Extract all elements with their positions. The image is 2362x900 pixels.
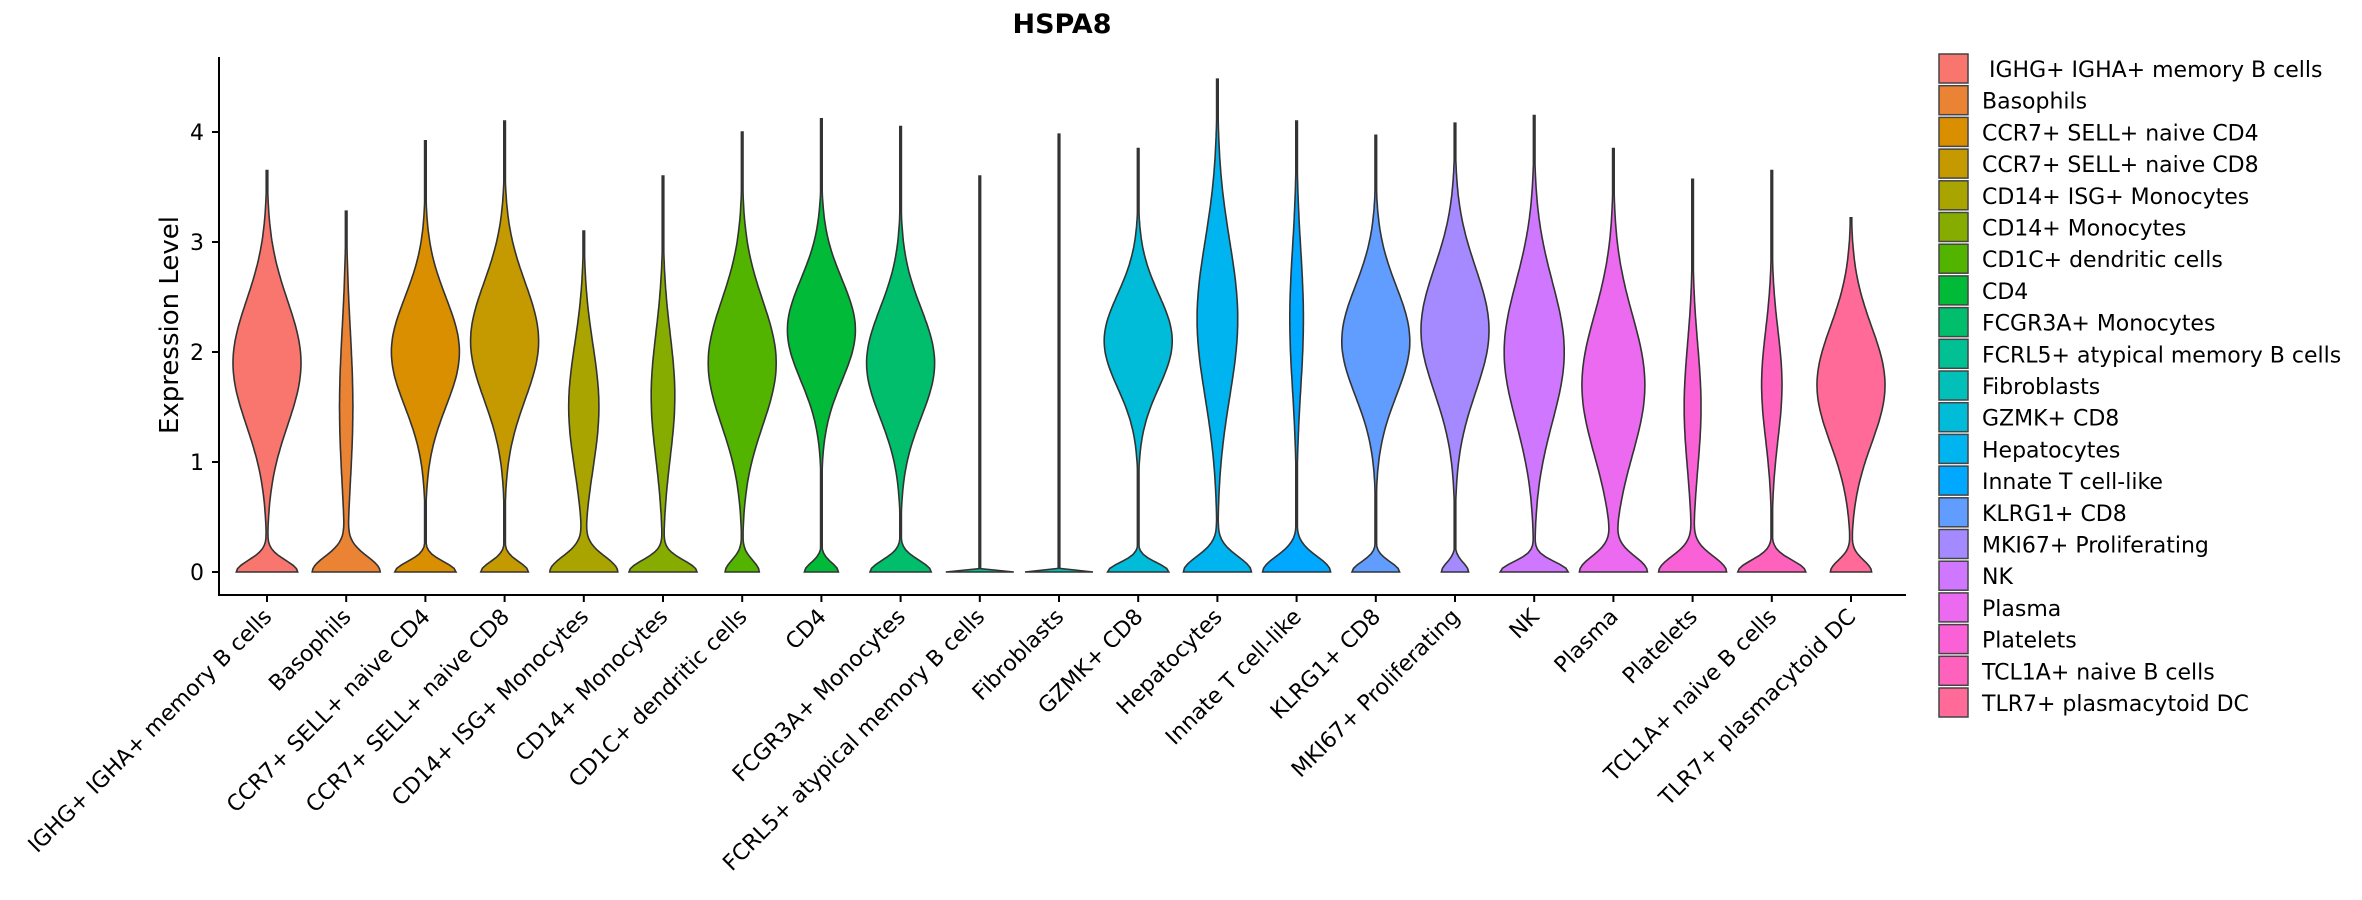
legend-label: CD14+ ISG+ Monocytes <box>1982 185 2249 210</box>
violin-13 <box>1261 120 1332 573</box>
legend-key <box>1938 528 1969 560</box>
legend-label: Basophils <box>1982 90 2087 115</box>
violin-5 <box>627 175 699 573</box>
legend-label: CCR7+ SELL+ naive CD4 <box>1982 121 2259 146</box>
violin-17 <box>1578 147 1649 573</box>
violin-9 <box>945 175 1014 573</box>
violin-20 <box>1816 217 1886 573</box>
x-tick-label: Plasma <box>1550 605 1624 679</box>
legend-label: TCL1A+ naive B cells <box>1981 660 2215 685</box>
violin-18 <box>1657 178 1728 573</box>
legend-label: Innate T cell-like <box>1982 470 2163 495</box>
y-tick-label: 0 <box>190 561 204 586</box>
violin-7 <box>786 118 857 573</box>
violins <box>232 78 1886 573</box>
violin-6 <box>707 131 778 573</box>
legend-key <box>1938 211 1969 243</box>
legend-label: FCRL5+ atypical memory B cells <box>1982 343 2341 368</box>
y-tick-label: 4 <box>190 121 204 146</box>
legend-key <box>1938 401 1969 433</box>
y-tick-label: 1 <box>190 451 204 476</box>
legend-key <box>1938 623 1969 655</box>
violin-1 <box>311 210 382 573</box>
violin-12 <box>1182 78 1253 573</box>
legend-key <box>1938 84 1969 116</box>
legend-key <box>1938 592 1969 623</box>
x-tick-label: CD14+ Monocytes <box>511 605 673 767</box>
legend-label: Hepatocytes <box>1982 438 2120 463</box>
violin-15 <box>1420 122 1490 573</box>
legend-label: FCGR3A+ Monocytes <box>1982 312 2215 337</box>
legend-label: TLR7+ plasmacytoid DC <box>1981 692 2249 717</box>
x-tick-label: Platelets <box>1618 605 1703 690</box>
legend-label: Fibroblasts <box>1982 375 2100 400</box>
x-tick-label: IGHG+ IGHA+ memory B cells <box>24 605 277 858</box>
y-axis-label: Expression Level <box>155 216 185 434</box>
legend-key <box>1938 53 1969 84</box>
legend-key <box>1938 370 1969 401</box>
legend-label: IGHG+ IGHA+ memory B cells <box>1982 58 2322 83</box>
violin-11 <box>1103 147 1173 573</box>
legend-label: CD14+ Monocytes <box>1982 217 2186 242</box>
legend-key <box>1938 306 1969 338</box>
y-ticks: 0 1 2 3 4 <box>190 121 219 586</box>
legend-label: GZMK+ CD8 <box>1982 407 2119 432</box>
legend-key <box>1938 243 1969 274</box>
legend-label: CCR7+ SELL+ naive CD8 <box>1982 153 2259 178</box>
legend-key <box>1938 687 1969 718</box>
violin-10 <box>1024 133 1094 573</box>
legend-key <box>1938 465 1969 496</box>
legend-key <box>1938 655 1969 687</box>
x-tick-label: NK <box>1505 604 1545 644</box>
legend-key <box>1938 148 1969 179</box>
legend-label: Platelets <box>1982 629 2077 654</box>
chart-title: HSPA8 <box>1012 9 1111 40</box>
violin-4 <box>548 230 619 573</box>
violin-16 <box>1498 114 1570 573</box>
x-tick-label: Innate T cell-like <box>1161 605 1307 751</box>
legend-key <box>1938 275 1969 306</box>
legend-key <box>1938 497 1969 528</box>
legend-label: KLRG1+ CD8 <box>1982 502 2127 527</box>
legend-key <box>1938 560 1969 591</box>
violin-2 <box>390 140 461 573</box>
legend-key <box>1938 338 1969 370</box>
legend-label: NK <box>1982 565 2013 590</box>
y-tick-label: 3 <box>190 231 204 256</box>
x-tick-label: CD4 <box>781 605 831 655</box>
legend-label: Plasma <box>1982 597 2061 622</box>
legend: IGHG+ IGHA+ memory B cells Basophils CCR7+… <box>1938 53 2341 718</box>
violin-19 <box>1736 169 1808 573</box>
legend-label: MKI67+ Proliferating <box>1982 534 2209 559</box>
y-tick-label: 2 <box>190 341 204 366</box>
legend-key <box>1938 180 1969 211</box>
violin-0 <box>232 169 302 573</box>
legend-label: CD4 <box>1982 280 2028 305</box>
legend-key <box>1938 116 1969 148</box>
x-ticks: IGHG+ IGHA+ memory B cellsBasophilsCCR7+… <box>24 595 1861 876</box>
violin-3 <box>469 120 540 573</box>
violin-8 <box>865 125 936 573</box>
legend-key <box>1938 433 1969 465</box>
legend-label: CD1C+ dendritic cells <box>1982 248 2223 273</box>
violin-14 <box>1341 134 1411 573</box>
